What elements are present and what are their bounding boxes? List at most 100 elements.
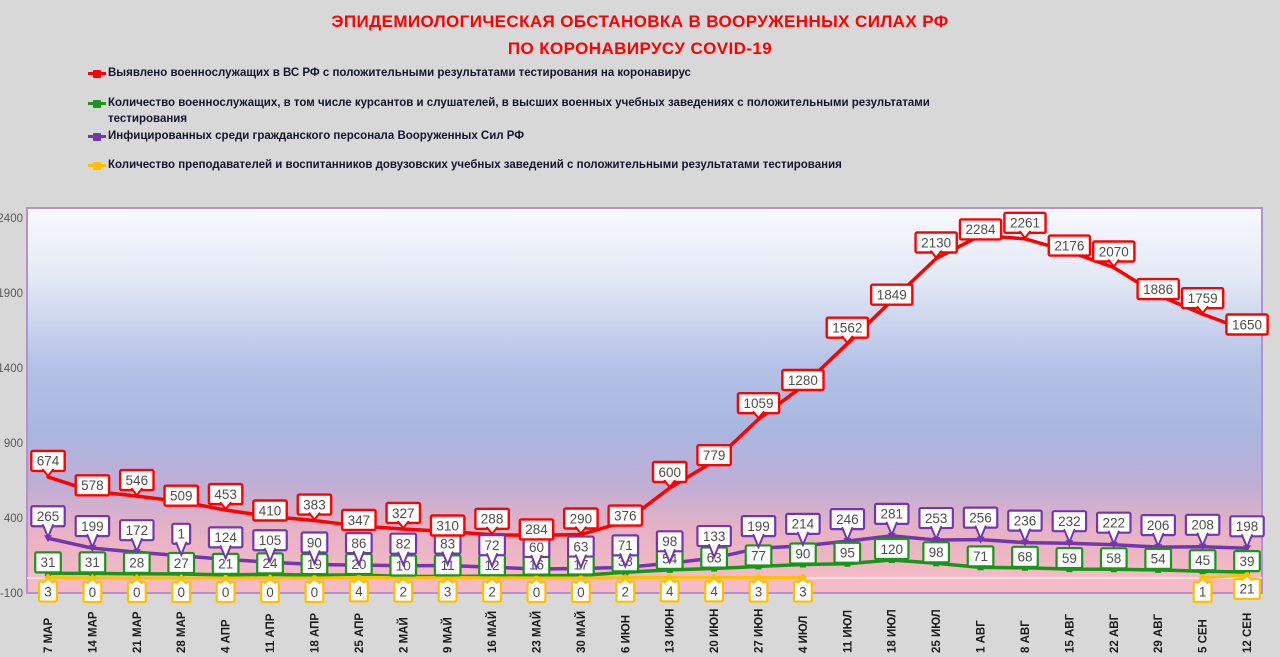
svg-text:27 ИЮН: 27 ИЮН [754,609,766,653]
svg-text:253: 253 [925,511,948,526]
svg-text:265: 265 [37,509,60,524]
svg-text:95: 95 [840,546,855,561]
svg-text:28 МАР: 28 МАР [176,611,188,653]
red-line-marker-icon [88,69,106,78]
yellow-line-marker-icon [88,161,106,170]
svg-text:12 СЕН: 12 СЕН [1242,613,1254,653]
legend-item-teachers: Количество преподавателей и воспитаннико… [88,158,842,174]
svg-text:578: 578 [81,478,104,493]
legend-label: Количество военнослужащих, в том числе к… [108,97,930,125]
svg-text:11 АПР: 11 АПР [265,613,277,653]
svg-text:1849: 1849 [877,287,907,302]
svg-text:327: 327 [392,506,415,521]
svg-text:1759: 1759 [1188,291,1218,306]
svg-text:24: 24 [263,556,279,571]
svg-text:45: 45 [1195,553,1210,568]
svg-text:2261: 2261 [1010,216,1040,231]
svg-text:4: 4 [666,584,674,599]
svg-text:410: 410 [259,503,282,518]
svg-text:383: 383 [303,497,326,512]
svg-text:31: 31 [85,555,100,570]
svg-text:172: 172 [126,523,149,538]
svg-text:20 ИЮН: 20 ИЮН [709,609,721,653]
svg-text:281: 281 [880,507,903,522]
svg-text:18 АПР: 18 АПР [309,613,321,653]
svg-text:15 АВГ: 15 АВГ [1064,613,1076,653]
svg-text:2176: 2176 [1054,238,1084,253]
svg-text:0: 0 [133,585,141,600]
y-axis-labels: -100 400 900 1400 1900 2400 [0,213,23,600]
svg-text:2130: 2130 [921,235,951,250]
svg-text:0: 0 [266,585,274,600]
legend-item-military: Выявлено военнослужащих в ВС РФ с положи… [88,66,691,82]
legend-item-civilian: Инфицированных среди гражданского персон… [88,129,524,145]
svg-text:2400: 2400 [0,213,23,225]
svg-text:310: 310 [436,518,459,533]
svg-text:236: 236 [1014,513,1037,528]
svg-text:347: 347 [348,513,371,528]
svg-text:11 ИЮЛ: 11 ИЮЛ [842,610,854,653]
svg-text:1 АВГ: 1 АВГ [976,620,988,653]
svg-text:98: 98 [929,545,944,560]
svg-text:1886: 1886 [1143,282,1173,297]
svg-text:3: 3 [799,584,807,599]
svg-text:3: 3 [44,584,52,599]
svg-text:23 МАЙ: 23 МАЙ [530,611,543,653]
svg-text:1900: 1900 [0,288,23,300]
svg-text:28: 28 [129,556,144,571]
svg-text:29 АВГ: 29 АВГ [1153,613,1165,653]
svg-text:290: 290 [570,511,593,526]
svg-text:2: 2 [622,585,630,600]
svg-text:1280: 1280 [788,373,818,388]
svg-text:1562: 1562 [832,321,862,336]
svg-text:13 ИЮН: 13 ИЮН [665,609,677,653]
svg-text:900: 900 [4,438,23,450]
svg-text:68: 68 [1017,550,1032,565]
svg-text:509: 509 [170,488,193,503]
svg-text:453: 453 [214,487,237,502]
chart-title-line2: ПО КОРОНАВИРУСУ COVID-19 [507,39,773,58]
svg-text:5 СЕН: 5 СЕН [1198,619,1210,653]
svg-text:2: 2 [488,585,496,600]
svg-text:4: 4 [710,584,718,599]
svg-text:77: 77 [751,548,766,563]
legend-item-cadets: Количество военнослужащих, в том числе к… [88,96,1006,127]
series-red-line [46,233,1249,538]
svg-text:16 МАЙ: 16 МАЙ [486,611,499,653]
svg-text:2: 2 [400,585,408,600]
svg-text:54: 54 [1151,552,1167,567]
svg-text:1059: 1059 [743,396,773,411]
svg-text:4: 4 [355,584,363,599]
svg-text:83: 83 [440,536,455,551]
svg-text:214: 214 [792,517,815,532]
svg-text:9 МАЙ: 9 МАЙ [442,617,455,653]
svg-text:2 МАЙ: 2 МАЙ [397,617,410,653]
x-axis-labels: 7 МАР 14 МАР 21 МАР 28 МАР 4 АПР 11 АПР 18 АПР… [43,609,1254,653]
svg-text:39: 39 [1239,554,1254,569]
svg-text:133: 133 [703,529,726,544]
chart-title-line1: ЭПИДЕМИОЛОГИЧЕСКАЯ ОБСТАНОВКА В ВООРУЖЕН… [331,12,949,31]
svg-text:21: 21 [218,557,233,572]
purple-line-marker-icon [88,132,106,141]
svg-text:4 ИЮЛ: 4 ИЮЛ [798,616,810,653]
svg-text:288: 288 [481,512,504,527]
svg-text:21 МАР: 21 МАР [132,611,144,653]
svg-text:246: 246 [836,512,859,527]
legend-label: Выявлено военнослужащих в ВС РФ с положи… [108,67,691,79]
svg-text:90: 90 [307,535,322,550]
svg-text:124: 124 [214,530,237,545]
svg-text:82: 82 [396,537,411,552]
svg-text:3: 3 [444,584,452,599]
svg-text:600: 600 [658,465,681,480]
svg-text:0: 0 [533,585,541,600]
svg-text:1400: 1400 [0,363,23,375]
svg-text:71: 71 [618,538,633,553]
svg-text:90: 90 [795,546,810,561]
chart-title: ЭПИДЕМИОЛОГИЧЕСКАЯ ОБСТАНОВКА В ВООРУЖЕН… [0,8,1280,62]
svg-text:120: 120 [880,542,903,557]
svg-text:1650: 1650 [1232,317,1262,332]
svg-text:222: 222 [1103,516,1126,531]
svg-text:60: 60 [529,540,544,555]
